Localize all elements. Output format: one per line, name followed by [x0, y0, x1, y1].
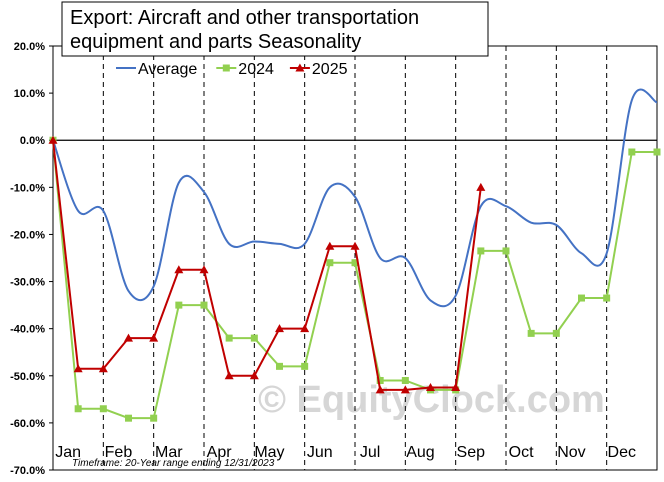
x-tick-label-sep: Sep: [457, 444, 486, 461]
data-point-2025: [174, 265, 184, 274]
data-point-2024: [401, 376, 409, 384]
y-tick-label: -20.0%: [10, 229, 45, 241]
data-point-2024: [628, 148, 636, 156]
legend-label-average: Average: [138, 61, 197, 78]
data-point-2024: [150, 414, 158, 422]
data-point-2024: [578, 294, 585, 302]
data-point-2025: [426, 383, 435, 392]
x-tick-label-aug: Aug: [406, 444, 434, 461]
data-point-2024: [125, 414, 132, 422]
data-point-2025: [476, 182, 486, 191]
legend-marker-2024: [222, 64, 230, 72]
x-tick-label-nov: Nov: [557, 444, 585, 461]
data-point-2025: [199, 265, 209, 274]
data-point-2024: [653, 148, 661, 156]
data-point-2025: [300, 324, 310, 333]
data-point-2024: [225, 334, 233, 342]
x-tick-label-jun: Jun: [307, 444, 333, 461]
y-tick-label: -50.0%: [10, 371, 45, 383]
data-point-2025: [149, 333, 159, 342]
x-tick-label-dec: Dec: [608, 444, 636, 461]
data-point-2025: [400, 385, 410, 394]
chart-title-line: Export: Aircraft and other transportatio…: [70, 7, 419, 29]
data-point-2024: [326, 259, 334, 267]
x-tick-label-jul: Jul: [360, 444, 380, 461]
data-point-2024: [250, 334, 258, 342]
data-point-2025: [48, 135, 58, 144]
series-line-average: [52, 88, 658, 308]
y-tick-label: 10.0%: [14, 88, 45, 100]
y-tick-label: 0.0%: [20, 135, 45, 147]
data-point-2024: [74, 405, 82, 413]
data-point-2024: [376, 376, 384, 384]
data-point-2025: [124, 333, 133, 342]
data-point-2024: [502, 247, 510, 255]
y-tick-label: -30.0%: [10, 277, 45, 289]
x-tick-label-jan: Jan: [55, 444, 81, 461]
series-line-2025: [52, 140, 482, 391]
data-point-2024: [200, 301, 208, 309]
x-tick-label-oct: Oct: [509, 444, 534, 461]
x-tick-label-mar: Mar: [155, 444, 183, 461]
data-point-2024: [301, 362, 309, 370]
y-tick-label: -60.0%: [10, 418, 45, 430]
data-point-2025: [451, 383, 461, 392]
title-box: [61, 1, 489, 57]
data-point-2025: [375, 385, 385, 394]
data-point-2025: [275, 324, 284, 333]
data-point-2025: [325, 241, 335, 250]
data-point-2025: [249, 371, 259, 380]
data-point-2024: [351, 259, 359, 267]
data-point-2024: [99, 405, 107, 413]
y-tick-label: -10.0%: [10, 182, 45, 194]
data-point-2024: [552, 329, 560, 337]
data-point-2025: [224, 371, 234, 380]
x-tick-label-feb: Feb: [105, 444, 133, 461]
legend-label-2025: 2025: [312, 61, 348, 78]
data-point-2024: [603, 294, 611, 302]
legend-label-2024: 2024: [238, 61, 274, 78]
data-point-2024: [175, 301, 183, 309]
data-point-2025: [350, 241, 360, 250]
y-tick-label: -70.0%: [10, 465, 45, 477]
data-point-2025: [98, 364, 108, 373]
x-tick-label-may: May: [254, 444, 284, 461]
y-tick-label: 20.0%: [14, 41, 45, 53]
data-point-2025: [73, 364, 83, 373]
data-point-2024: [527, 329, 535, 337]
x-tick-label-apr: Apr: [207, 444, 233, 461]
chart-title-line: equipment and parts Seasonality: [70, 31, 361, 53]
y-tick-label: -40.0%: [10, 324, 45, 336]
legend-marker-2025: [295, 63, 305, 72]
data-point-2024: [477, 247, 485, 255]
timeframe-footnote: Timeframe: 20-Year range ending 12/31/20…: [72, 458, 275, 469]
data-point-2024: [276, 362, 283, 370]
